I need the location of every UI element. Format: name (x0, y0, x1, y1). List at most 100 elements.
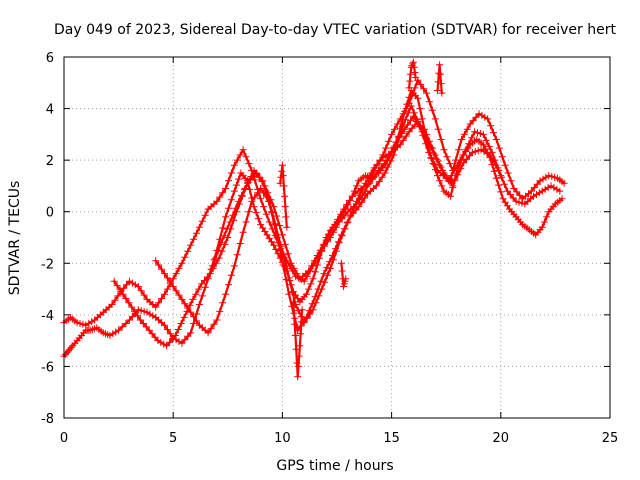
data-point-marker (533, 191, 540, 198)
data-point-marker (280, 182, 288, 190)
data-point-marker (180, 313, 188, 321)
data-point-marker (376, 157, 384, 165)
data-point-marker (213, 316, 221, 324)
data-point-marker (347, 211, 355, 219)
data-point-marker (556, 187, 564, 195)
data-point-marker (235, 175, 243, 183)
data-point-marker (316, 246, 324, 254)
data-point-marker (273, 212, 281, 220)
data-point-marker (438, 89, 446, 97)
data-point-marker (225, 281, 232, 289)
data-point-marker (332, 247, 340, 255)
x-tick-label: 5 (169, 431, 177, 446)
data-point-marker (451, 177, 459, 185)
data-point-marker (471, 148, 479, 155)
data-point-marker (238, 191, 246, 199)
data-point-marker (485, 142, 493, 150)
data-point-marker (308, 262, 315, 270)
data-point-marker (423, 89, 430, 97)
data-point-marker (152, 257, 160, 265)
data-point-marker (474, 129, 481, 137)
data-point-marker (361, 194, 369, 202)
data-point-marker (480, 148, 488, 155)
data-point-marker (484, 115, 492, 123)
data-point-marker (407, 70, 414, 78)
data-point-marker (178, 295, 186, 303)
data-point-marker (245, 160, 253, 168)
data-point-marker (193, 317, 200, 325)
data-point-marker (427, 143, 435, 151)
data-point-marker (541, 218, 548, 226)
data-point-marker (290, 264, 298, 272)
data-point-marker (219, 189, 227, 197)
data-point-marker (293, 359, 301, 367)
data-point-marker (312, 299, 320, 307)
data-point-marker (306, 310, 314, 318)
data-point-marker (436, 70, 444, 78)
data-point-marker (118, 323, 126, 331)
data-point-marker (283, 223, 291, 231)
data-point-marker (322, 236, 330, 244)
data-point-marker (399, 110, 407, 118)
data-point-marker (284, 250, 292, 258)
data-point-marker (227, 196, 235, 204)
data-point-marker (431, 160, 439, 168)
data-point-marker (286, 277, 294, 284)
data-point-marker (341, 225, 349, 233)
data-point-marker (428, 154, 436, 162)
data-point-marker (468, 148, 476, 156)
data-point-marker (344, 218, 352, 226)
data-point-marker (254, 189, 262, 197)
data-point-marker (309, 306, 317, 314)
data-point-marker (211, 254, 219, 262)
data-point-marker (551, 173, 559, 181)
data-point-marker (313, 252, 321, 259)
data-point-marker (311, 268, 319, 276)
data-point-marker (85, 320, 93, 327)
data-point-marker (158, 265, 166, 273)
data-point-marker (136, 316, 144, 324)
data-point-marker (222, 290, 230, 298)
data-point-marker (507, 177, 515, 185)
data-point-marker (198, 280, 206, 288)
data-point-marker (357, 185, 365, 192)
data-point-marker (435, 69, 443, 77)
data-point-marker (418, 115, 426, 123)
data-point-marker (166, 278, 174, 286)
data-point-marker (131, 281, 139, 289)
data-point-marker (494, 164, 502, 172)
data-point-marker (418, 128, 426, 136)
x-axis-label: GPS time / hours (276, 458, 393, 474)
data-point-marker (315, 292, 323, 300)
data-point-marker (466, 120, 474, 128)
data-point-marker (500, 180, 508, 188)
data-point-marker (447, 172, 455, 180)
y-axis-label: SDTVAR / TECUs (7, 181, 23, 296)
data-point-marker (155, 299, 163, 307)
data-point-marker (236, 151, 244, 159)
data-point-marker (543, 213, 551, 221)
data-point-marker (383, 156, 391, 164)
data-point-marker (111, 296, 119, 304)
data-point-marker (384, 163, 392, 171)
data-point-marker (329, 256, 337, 264)
data-point-marker (189, 295, 197, 303)
data-point-marker (292, 345, 300, 353)
data-point-marker (120, 284, 128, 292)
data-point-marker (244, 179, 251, 187)
data-point-marker (242, 153, 250, 161)
data-point-marker (109, 330, 117, 338)
data-point-marker (399, 136, 407, 144)
data-point-marker (137, 287, 145, 295)
data-point-marker (221, 240, 229, 248)
data-point-marker (411, 69, 419, 76)
data-point-marker (245, 208, 253, 216)
data-point-marker (366, 179, 374, 187)
data-point-marker (425, 148, 433, 156)
data-point-marker (353, 182, 361, 190)
data-point-marker (151, 333, 159, 341)
data-point-marker (140, 307, 148, 315)
data-point-marker (545, 172, 553, 180)
data-point-marker (409, 60, 417, 68)
data-point-marker (163, 274, 171, 282)
